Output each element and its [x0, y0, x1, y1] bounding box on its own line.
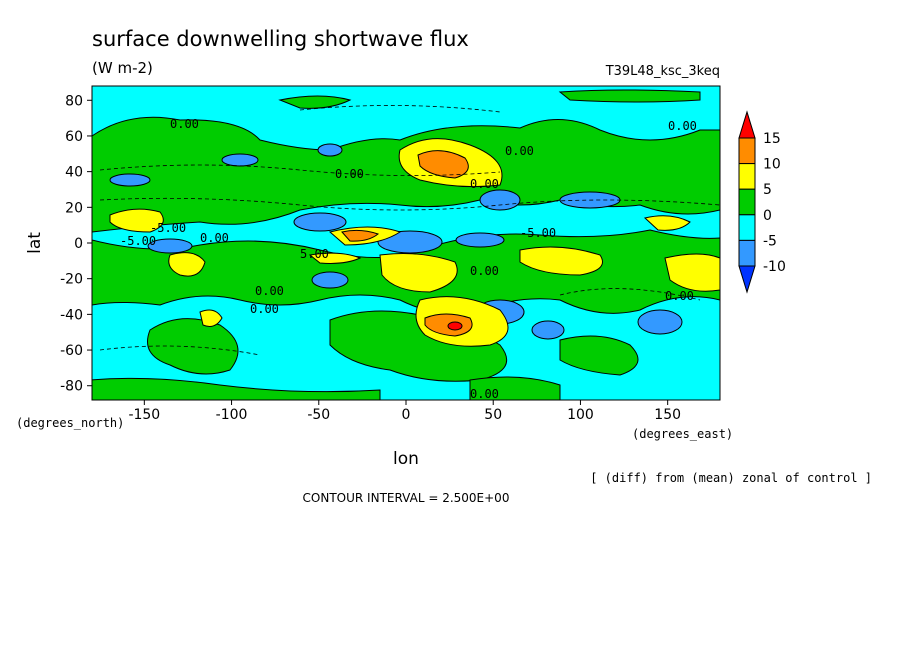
contour-label: 0.00	[470, 264, 499, 278]
contour-label: 0.00	[255, 284, 284, 298]
y-tick-label: -20	[60, 272, 83, 288]
diff-note: [ (diff) from (mean) zonal of control ]	[590, 471, 872, 485]
x-tick-label: 100	[567, 407, 594, 423]
colorbar-level-label: 5	[763, 182, 772, 198]
contour-label: 0.00	[665, 289, 694, 303]
x-tick-label: 0	[402, 407, 411, 423]
colorbar-cell	[738, 163, 756, 190]
contour-label: 0.00	[470, 177, 499, 191]
colorbar-level-label: -10	[763, 259, 786, 275]
contour-interval-label: CONTOUR INTERVAL = 2.500E+00	[303, 491, 510, 505]
contour-label: 0.00	[668, 119, 697, 133]
colorbar-cell	[738, 110, 756, 139]
x-tick-label: -150	[128, 407, 160, 423]
y-tick-label: 60	[65, 129, 83, 145]
units-label: (W m-2)	[92, 59, 153, 77]
colorbar-cell	[738, 188, 756, 216]
colorbar-level-label: 10	[763, 157, 781, 173]
y-units-label: (degrees_north)	[16, 416, 124, 430]
y-tick-label: 20	[65, 200, 83, 216]
y-tick-label: -80	[60, 379, 83, 395]
contour-label: 0.00	[170, 117, 199, 131]
contour-label: -5.00	[520, 226, 556, 240]
contour-label: -5.00	[120, 234, 156, 248]
y-axis-label: lat	[25, 232, 45, 254]
contour-labels: 0.00 0.00 0.00 0.00 -5.00 0.00 -5.00 5.0…	[120, 117, 697, 401]
x-tick-label: -50	[307, 407, 330, 423]
colorbar-cell	[738, 214, 756, 241]
contour-label: 0.00	[505, 144, 534, 158]
x-tick-label: 50	[484, 407, 502, 423]
contour-label: 5.00	[300, 247, 329, 261]
map-field	[92, 86, 720, 400]
colorbar-cell	[738, 239, 756, 267]
colorbar-level-label: 15	[763, 131, 781, 147]
contour-label: 0.00	[250, 302, 279, 316]
y-tick-label: 0	[74, 236, 83, 252]
y-tick-label: -40	[60, 307, 83, 323]
x-units-label: (degrees_east)	[632, 427, 733, 441]
x-tick-label: -100	[216, 407, 248, 423]
colorbar-cell	[738, 137, 756, 165]
contour-label: 0.00	[470, 387, 499, 401]
colorbar-cell	[738, 265, 756, 294]
colorbar-level-label: 0	[763, 208, 772, 224]
colorbar-level-label: -5	[763, 233, 777, 249]
y-tick-label: -60	[60, 343, 83, 359]
y-tick-label: 40	[65, 165, 83, 181]
contour-label: 0.00	[200, 231, 229, 245]
y-axis-ticks: -80 -60 -40 -20 0 20 40 60 80	[60, 93, 92, 395]
x-axis-label: lon	[393, 449, 419, 469]
contour-label: 0.00	[335, 167, 364, 181]
plot-title: surface downwelling shortwave flux	[92, 27, 469, 51]
contour-label: -5.00	[150, 221, 186, 235]
colorbar: 15 10 5 0 -5 -10	[738, 110, 786, 294]
run-label: T39L48_ksc_3keq	[605, 64, 720, 79]
y-tick-label: 80	[65, 93, 83, 109]
x-tick-label: 150	[654, 407, 681, 423]
x-axis-ticks: -150 -100 -50 0 50 100 150	[128, 400, 681, 423]
